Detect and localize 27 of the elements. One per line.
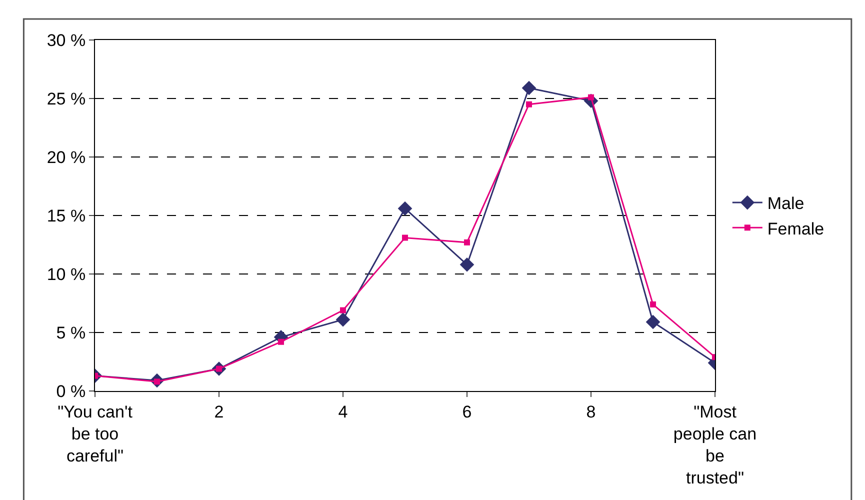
point [588, 94, 594, 100]
point [402, 234, 408, 241]
y-tick-label: 15 % [46, 206, 86, 226]
y-tick-label: 25 % [46, 89, 86, 108]
point [646, 314, 660, 330]
point [340, 307, 346, 314]
point [464, 239, 470, 246]
legend-label: Male [767, 194, 804, 214]
legend-label: Female [767, 219, 824, 238]
y-tick-label: 30 % [46, 30, 86, 50]
x-tick-label: 4 [338, 402, 348, 422]
point [278, 338, 284, 345]
x-tick-label: "Most people can be trusted" [673, 402, 757, 488]
y-tick-label: 0 % [56, 382, 86, 401]
point [336, 312, 350, 327]
x-tick-label: 8 [586, 402, 596, 422]
point [460, 257, 474, 272]
point [398, 201, 412, 216]
y-tick-label: 20 % [46, 148, 86, 167]
point [650, 301, 656, 308]
point [526, 101, 532, 108]
x-tick-label: "You can't be too careful" [58, 402, 133, 466]
point [522, 80, 536, 96]
y-tick-label: 10 % [46, 264, 86, 284]
x-tick-label: 6 [462, 402, 472, 422]
x-tick-label: 2 [214, 402, 224, 422]
y-tick-label: 5 % [56, 323, 86, 342]
